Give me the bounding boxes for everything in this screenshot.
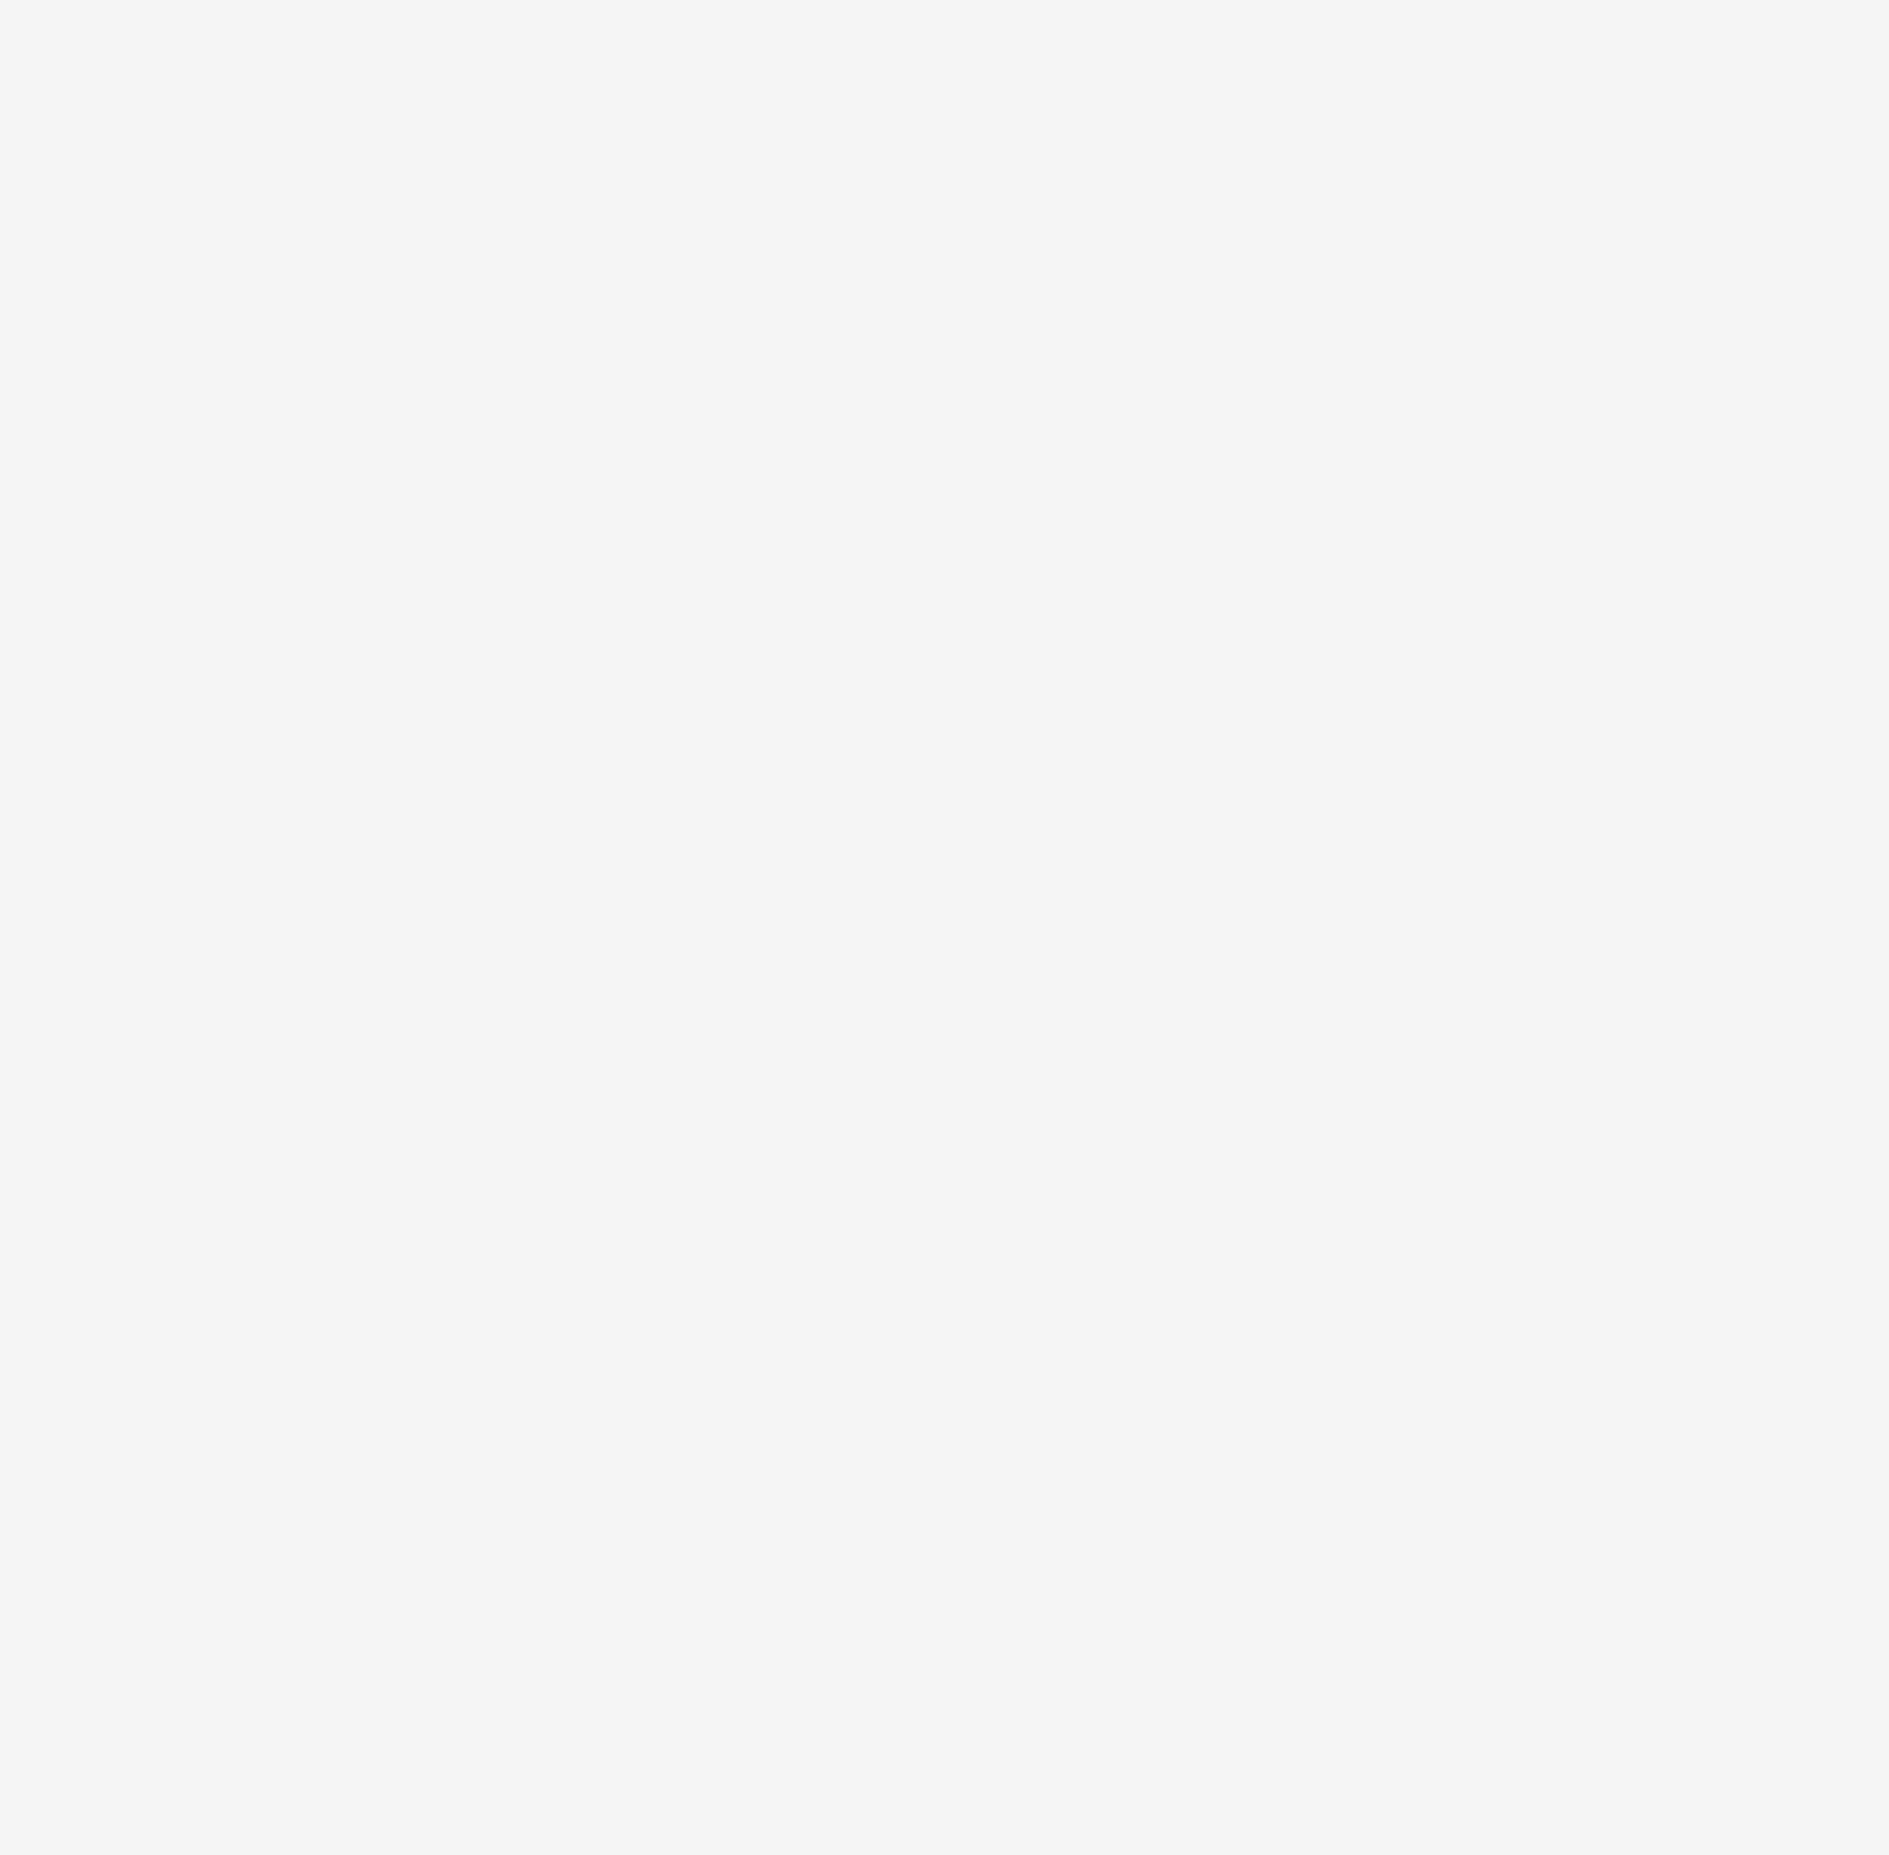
solar-chart: [0, 0, 1889, 1855]
